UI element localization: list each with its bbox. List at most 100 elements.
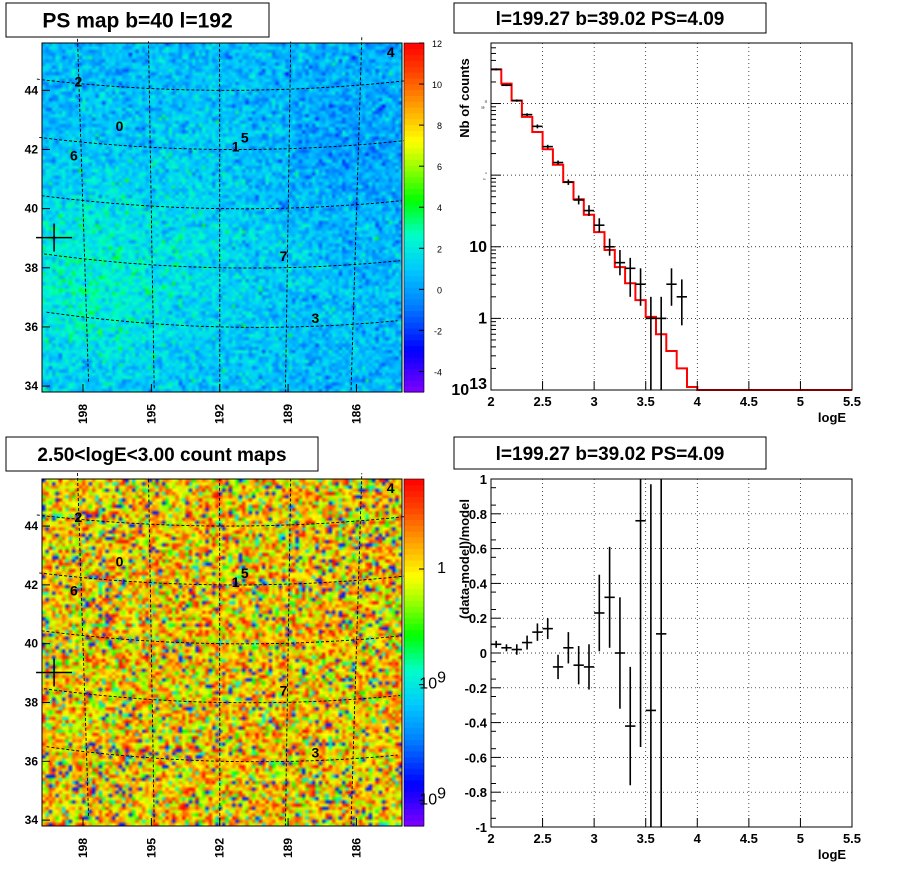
colorbar-cell: [404, 258, 424, 264]
x-tick-label: 5: [797, 394, 804, 409]
colorbar-cell: [404, 519, 424, 525]
heatmap-cells: [42, 43, 402, 392]
source-label: 1: [232, 574, 240, 590]
colorbar-cell: [404, 101, 424, 107]
colorbar-cell: [404, 334, 424, 340]
colorbar-cell: [404, 629, 424, 635]
colorbar-cell: [404, 508, 424, 514]
colorbar-tick-label: 10: [432, 80, 442, 90]
x-tick-label: 2.5: [534, 394, 552, 409]
colorbar-cell: [404, 159, 424, 165]
colorbar-tick-label: 4: [437, 203, 442, 213]
colorbar-cell: [404, 60, 424, 66]
x-axis-label: logE: [818, 410, 846, 425]
colorbar-cell: [404, 386, 424, 392]
x-tick-label: 4.5: [740, 831, 758, 846]
colorbar-cell: [404, 612, 424, 618]
x-tick-label: 3.5: [637, 831, 655, 846]
x-tick-label: 2: [487, 831, 494, 846]
y-tick-label: 0: [480, 646, 487, 661]
y-axis-label: Nb of counts: [457, 58, 472, 137]
colorbar-cell: [404, 340, 424, 346]
y-tick-label: 42: [25, 142, 39, 156]
colorbar-cell: [404, 606, 424, 612]
colorbar-cell: [404, 200, 424, 206]
colorbar-cell: [404, 751, 424, 757]
colorbar-cell: [404, 171, 424, 177]
colorbar-cell: [404, 485, 424, 491]
colorbar-cell: [404, 49, 424, 55]
colorbar-cell: [404, 705, 424, 711]
y-tick-label: 42: [25, 578, 39, 592]
chart-title: PS map b=40 l=192: [42, 10, 232, 33]
x-tick-label: 4.5: [740, 394, 758, 409]
x-tick-label: 5: [797, 831, 804, 846]
x-tick-label: 186: [349, 404, 363, 424]
y-tick-label: 38: [25, 695, 39, 709]
colorbar-cell: [404, 311, 424, 317]
x-tick-label: 186: [349, 838, 363, 858]
y-tick-label: -1: [475, 820, 487, 835]
colorbar-cell: [404, 247, 424, 253]
y-tick-label: -0.4: [465, 716, 488, 731]
source-label: 5: [241, 565, 249, 581]
source-label: 3: [312, 744, 320, 760]
colorbar-cell: [404, 733, 424, 739]
colorbar-cell: [404, 600, 424, 606]
colorbar-cell: [404, 43, 424, 49]
x-tick-label: 4: [694, 831, 702, 846]
source-label: 4: [387, 44, 395, 60]
source-label: 2: [75, 509, 83, 525]
colorbar-tick-label: 6: [437, 162, 442, 172]
colorbar-cell: [404, 728, 424, 734]
chart-title: 2.50<logE<3.00 count maps: [37, 445, 286, 466]
y-tick-label: 44: [25, 519, 39, 533]
colorbar-cell: [404, 699, 424, 705]
colorbar-cell: [404, 635, 424, 641]
colorbar-cell: [404, 548, 424, 554]
colorbar-cell: [404, 537, 424, 543]
colorbar-cell: [404, 814, 424, 820]
colorbar-cell: [404, 693, 424, 699]
y-axis-label: (data-model)/model: [457, 499, 472, 619]
colorbar-cell: [404, 299, 424, 305]
colorbar-cell: [404, 658, 424, 664]
colorbar-cell: [404, 229, 424, 235]
colorbar-cell: [404, 722, 424, 728]
colorbar-cell: [404, 241, 424, 247]
colorbar-tick-label: 0: [437, 285, 442, 295]
colorbar-cell: [404, 154, 424, 160]
colorbar-cell: [404, 252, 424, 258]
x-tick-label: 2: [487, 394, 494, 409]
y-tick-label: 1: [480, 472, 487, 487]
colorbar-cell: [404, 270, 424, 276]
source-label: 5: [241, 130, 249, 146]
x-tick-label: 2.5: [534, 831, 552, 846]
colorbar-cell: [404, 345, 424, 351]
y-tick-label: 1013: [481, 102, 488, 110]
colorbar-cell: [404, 78, 424, 84]
plot-area: [491, 43, 852, 390]
colorbar-cell: [404, 595, 424, 601]
colorbar-cell: [404, 496, 424, 502]
y-tick-label: 34: [25, 813, 39, 827]
x-tick-label: 189: [281, 838, 295, 858]
x-tick-label: 3.5: [637, 394, 655, 409]
colorbar-cell: [404, 664, 424, 670]
source-label: 7: [280, 248, 288, 264]
colorbar-cell: [404, 768, 424, 774]
colorbar-cell: [404, 641, 424, 647]
colorbar-cell: [404, 188, 424, 194]
colorbar-cell: [404, 142, 424, 148]
y-tick-label: 38: [25, 261, 39, 275]
colorbar-cell: [404, 84, 424, 90]
colorbar-cell: [404, 502, 424, 508]
colorbar-cell: [404, 95, 424, 101]
source-label: 6: [70, 147, 78, 163]
colorbar-cell: [404, 624, 424, 630]
x-tick-label: 198: [76, 404, 90, 424]
colorbar-cell: [404, 119, 424, 125]
colorbar-cell: [404, 218, 424, 224]
colorbar-tick-label: 2: [437, 244, 442, 254]
